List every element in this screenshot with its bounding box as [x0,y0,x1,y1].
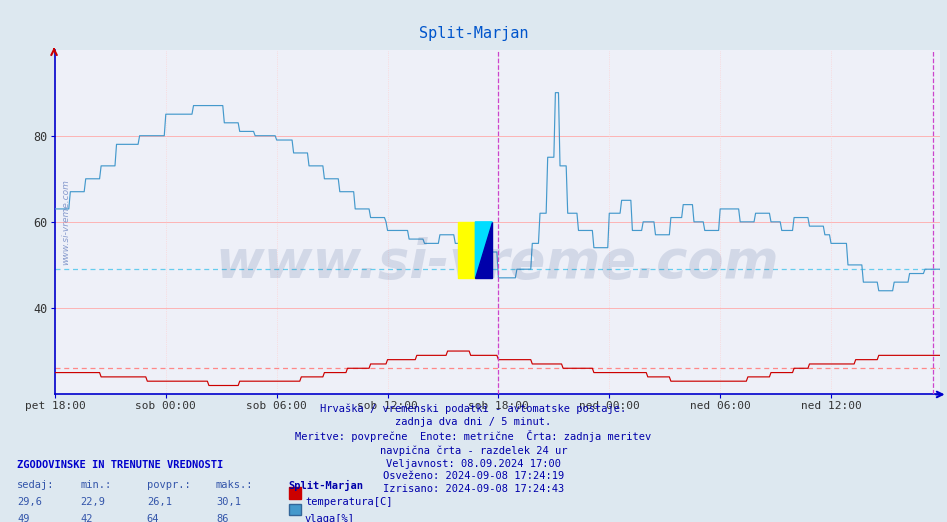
Text: Hrvaška / vremenski podatki - avtomatske postaje.
zadnja dva dni / 5 minut.
Meri: Hrvaška / vremenski podatki - avtomatske… [295,404,652,494]
Text: 22,9: 22,9 [80,497,105,507]
Polygon shape [475,222,492,278]
Text: vlaga[%]: vlaga[%] [305,514,355,522]
Polygon shape [475,222,492,278]
Text: temperatura[C]: temperatura[C] [305,497,392,507]
Text: www.si-vreme.com: www.si-vreme.com [61,179,70,265]
Text: 42: 42 [80,514,93,522]
Text: 64: 64 [147,514,159,522]
Text: www.si-vreme.com: www.si-vreme.com [216,237,779,289]
Text: 49: 49 [17,514,29,522]
Text: 30,1: 30,1 [216,497,241,507]
Text: 86: 86 [216,514,228,522]
Text: povpr.:: povpr.: [147,480,190,490]
Text: 26,1: 26,1 [147,497,171,507]
Text: min.:: min.: [80,480,112,490]
Text: Split-Marjan: Split-Marjan [289,480,364,491]
Text: Split-Marjan: Split-Marjan [419,27,528,41]
Text: ZGODOVINSKE IN TRENUTNE VREDNOSTI: ZGODOVINSKE IN TRENUTNE VREDNOSTI [17,460,223,470]
Text: sedaj:: sedaj: [17,480,55,490]
Text: 29,6: 29,6 [17,497,42,507]
Text: maks.:: maks.: [216,480,254,490]
